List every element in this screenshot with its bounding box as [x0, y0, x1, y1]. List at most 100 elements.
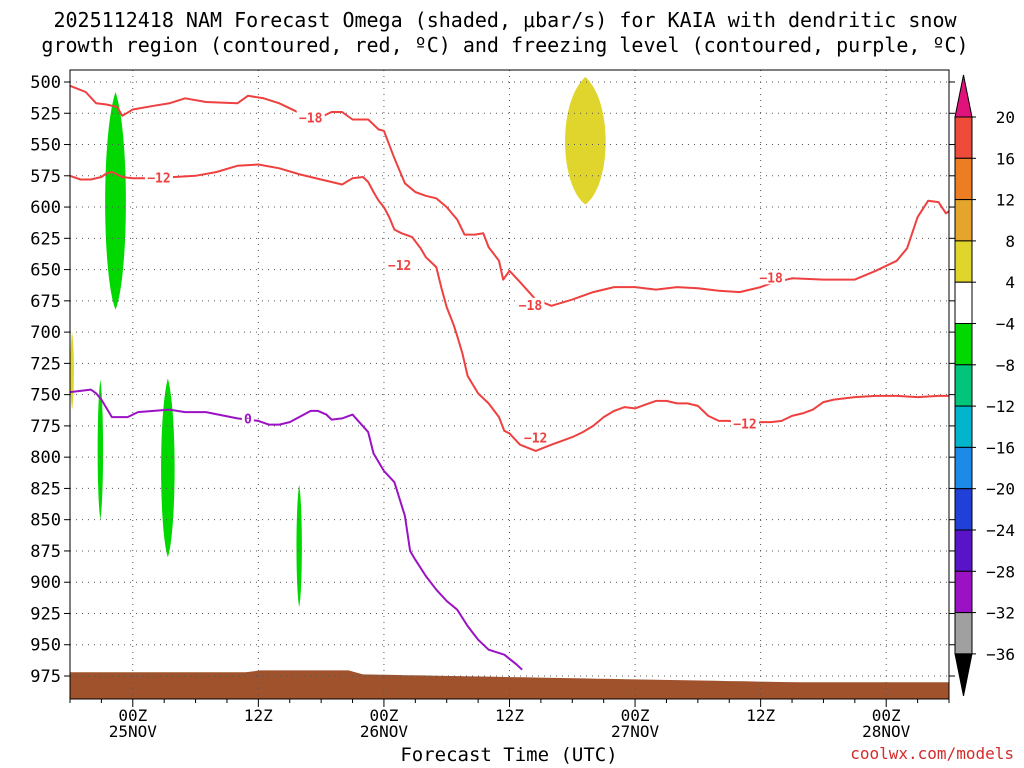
- colorbar-bin: [954, 157, 973, 201]
- x-tick-label: 27NOV: [611, 722, 660, 740]
- colorbar-label: 4: [1005, 273, 1015, 292]
- colorbar-bin: [954, 612, 973, 655]
- colorbar-label: −8: [996, 356, 1015, 375]
- colorbar-label: 16: [996, 149, 1015, 168]
- omega-shading-layer: [70, 76, 606, 608]
- contour-label: −12: [388, 259, 411, 274]
- x-tick-label: 12Z: [244, 706, 273, 725]
- colorbar-label: −24: [986, 521, 1015, 540]
- colorbar-label: −28: [986, 562, 1015, 581]
- contour-3: [70, 388, 523, 671]
- y-tick-label: 775: [30, 417, 61, 437]
- y-tick-label: 750: [30, 386, 61, 406]
- omega-region-1: [105, 92, 126, 310]
- y-tick-label: 500: [30, 73, 61, 93]
- colorbar-bin: [954, 323, 973, 366]
- colorbar-bin: [954, 240, 973, 283]
- y-tick-label: 650: [30, 261, 61, 281]
- contour-label-bg: [516, 297, 545, 312]
- contour-label-layer: −18 −18 −18 −12 −12 −12 −12 0: [144, 110, 786, 446]
- y-tick-label: 575: [30, 167, 61, 187]
- y-tick-label: 700: [30, 323, 61, 343]
- y-tick-label: 825: [30, 479, 61, 499]
- y-tick-label: 875: [30, 542, 61, 562]
- colorbar-bottom-arrow: [954, 653, 973, 696]
- contour-layer: [70, 84, 949, 671]
- contour-label-bg: [521, 430, 550, 445]
- y-tick-label: 525: [30, 104, 61, 124]
- colorbar-label: 12: [996, 191, 1015, 210]
- x-tick-label: 28NOV: [862, 722, 911, 740]
- y-tick-label: 675: [30, 292, 61, 312]
- contour-label-bg: [730, 416, 759, 431]
- y-tick-label: 550: [30, 136, 61, 156]
- y-tick-label: 975: [30, 667, 61, 687]
- colorbar-label: 20: [996, 108, 1015, 127]
- colorbar-label: −36: [986, 645, 1015, 664]
- x-tick-label: 2025: [114, 738, 153, 740]
- contour-label-bg: [296, 110, 325, 125]
- colorbar-label: −20: [986, 480, 1015, 499]
- colorbar-bin: [954, 199, 973, 242]
- contour-label: 0: [244, 413, 252, 428]
- contour-2: [70, 163, 949, 452]
- contour-label: −12: [524, 431, 547, 446]
- colorbar-bin: [954, 364, 973, 407]
- x-tick-label: 25NOV: [109, 722, 158, 740]
- contour-label-bg: [385, 257, 414, 272]
- contour-label-bg: [241, 411, 254, 426]
- colorbar-label: −12: [986, 397, 1015, 416]
- omega-region-6: [70, 332, 74, 410]
- colorbar-bin: [954, 488, 973, 531]
- contour-label: −18: [519, 299, 543, 314]
- y-tick-label: 925: [30, 604, 61, 624]
- colorbar-top-arrow: [954, 74, 973, 118]
- x-tick-label: 12Z: [746, 706, 775, 725]
- terrain-fill: [70, 670, 949, 699]
- grid-layer: [70, 70, 949, 699]
- x-tick-label: 26NOV: [360, 722, 409, 740]
- colorbar-label: −4: [996, 315, 1015, 334]
- x-tick-label: 00Z: [118, 706, 147, 725]
- omega-region-2: [97, 379, 104, 520]
- colorbar-label: 8: [1005, 232, 1015, 251]
- colorbar-bin: [954, 529, 973, 572]
- y-tick-label: 725: [30, 354, 61, 374]
- colorbar: 20 16 12 8 4 −4 −8 −12 −16 −20 −24 −28 −32 −36: [954, 74, 1015, 696]
- y-tick-label: 950: [30, 636, 61, 656]
- x-axis-title: Forecast Time (UTC): [400, 744, 618, 766]
- colorbar-bin: [954, 405, 973, 448]
- colorbar-label: −32: [986, 604, 1015, 623]
- chart-title-line-2: growth region (contoured, red, ºC) and f…: [41, 33, 969, 57]
- y-tick-label: 900: [30, 573, 61, 593]
- y-tick-label: 850: [30, 511, 61, 531]
- colorbar-bin: [954, 281, 973, 325]
- chart-title: 2025112418 NAM Forecast Omega (shaded, μ…: [0, 8, 1010, 58]
- omega-region-3: [161, 378, 175, 558]
- colorbar-bin: [954, 446, 973, 490]
- axes-layer: 500 525 550 575 600 625 650 675 700 725 750 775 800 8…: [30, 69, 955, 740]
- x-tick-label: 12Z: [495, 706, 524, 725]
- colorbar-bin: [954, 570, 973, 614]
- contour-1: [70, 84, 949, 307]
- y-tick-label: 600: [30, 198, 61, 218]
- x-tick-label: 00Z: [621, 706, 650, 725]
- y-tick-label: 800: [30, 448, 61, 468]
- terrain-layer: [70, 670, 949, 699]
- y-tick-label: 625: [30, 229, 61, 249]
- colorbar-bin: [954, 116, 973, 159]
- contour-label-bg: [144, 170, 173, 185]
- credit-link[interactable]: coolwx.com/models: [850, 744, 1014, 763]
- contour-label: −12: [147, 171, 170, 186]
- cross-section-chart: −18 −18 −18 −12 −12 −12 −12 0 500 525 550 575 600 62…: [30, 69, 1015, 740]
- contour-label-bg: [757, 270, 786, 285]
- chart-title-line-1: 2025112418 NAM Forecast Omega (shaded, μ…: [53, 8, 957, 32]
- x-tick-label: 00Z: [369, 706, 398, 725]
- contour-label: −12: [733, 418, 756, 433]
- colorbar-label: −16: [986, 438, 1015, 457]
- x-tick-label: 00Z: [872, 706, 901, 725]
- omega-region-4: [296, 484, 302, 608]
- contour-label: −18: [299, 111, 323, 126]
- contour-label: −18: [759, 271, 783, 286]
- omega-region-5: [565, 76, 606, 205]
